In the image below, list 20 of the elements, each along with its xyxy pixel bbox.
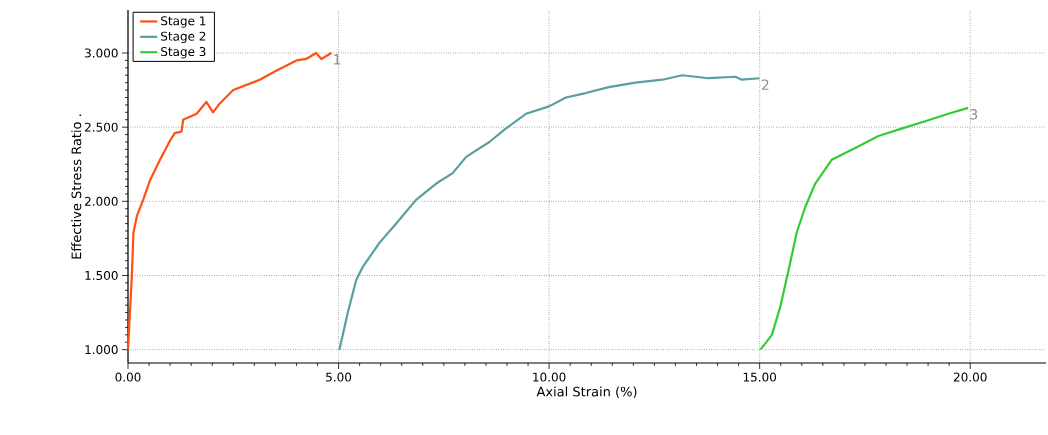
y-tick-label: 1.500 [85,270,118,281]
annotation: 1 [334,54,341,65]
y-tick-label: 1.000 [85,345,118,355]
line-series [759,106,970,351]
y-tick-label: 2.500 [85,122,118,132]
legend-label: Stage 1 [161,16,206,28]
x-axis-title: Axial Strain (%) [536,386,637,399]
x-tick-label: 5.00 [326,372,352,382]
annotation: 2 [761,79,769,90]
annotation: 3 [970,109,978,120]
y-axis-title: Effective Stress Ratio . [71,114,82,259]
line-series [338,74,761,351]
x-tick-label: 0.00 [115,372,141,382]
x-tick-label: 15.00 [743,372,777,382]
y-tick-label: 2.000 [85,196,118,206]
x-tick-label: 20.00 [953,372,987,382]
x-tick-label: 10.00 [533,372,566,382]
legend-label: Stage 2 [161,31,206,44]
legend-label: Stage 3 [161,47,206,59]
y-tick-label: 3.000 [85,48,118,58]
